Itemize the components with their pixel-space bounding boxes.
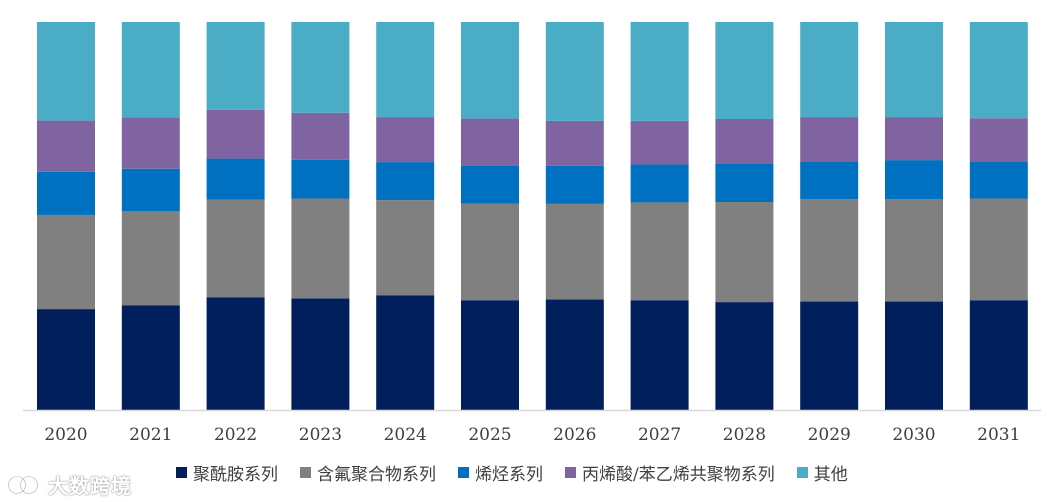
bar-segment-2022-series-4 xyxy=(206,22,265,110)
bar-segment-2031-series-0 xyxy=(969,300,1028,410)
bar-segment-2028-series-1 xyxy=(715,202,774,303)
bar-segment-2025-series-1 xyxy=(461,203,519,301)
legend-label-4: 其他 xyxy=(813,464,848,485)
bar-segment-2026-series-3 xyxy=(545,120,604,166)
legend-swatch-3 xyxy=(565,466,576,478)
legend-swatch-4 xyxy=(796,466,808,478)
x-tick-label-2025: 2025 xyxy=(468,425,511,445)
bar-segment-2029-series-1 xyxy=(800,199,859,302)
bar-segment-2022-series-0 xyxy=(206,297,265,410)
legend-swatch-2 xyxy=(458,466,469,478)
bar-segment-2020-series-1 xyxy=(37,214,95,310)
bar-segment-2029-series-3 xyxy=(800,117,859,162)
legend-label-1: 含氟聚合物系列 xyxy=(317,464,436,485)
bar-segment-2024-series-0 xyxy=(376,295,435,410)
legend-swatch-1 xyxy=(300,466,311,478)
bar-segment-2028-series-2 xyxy=(715,164,774,202)
bars-group xyxy=(37,22,1028,410)
bar-segment-2022-series-1 xyxy=(206,199,265,298)
x-tick-label-2029: 2029 xyxy=(808,425,851,445)
bar-segment-2026-series-2 xyxy=(545,165,604,204)
bar-segment-2025-series-0 xyxy=(461,300,519,410)
bar-segment-2028-series-4 xyxy=(715,22,774,119)
bar-segment-2021-series-1 xyxy=(121,211,180,306)
bar-segment-2028-series-0 xyxy=(715,302,774,410)
bar-segment-2023-series-2 xyxy=(291,159,350,199)
bar-segment-2023-series-4 xyxy=(291,22,350,113)
x-tick-label-2027: 2027 xyxy=(638,425,681,445)
x-tick-label-2030: 2030 xyxy=(892,425,935,445)
bar-segment-2029-series-4 xyxy=(800,22,859,118)
bar-segment-2022-series-3 xyxy=(206,109,265,159)
bar-segment-2030-series-2 xyxy=(885,160,943,200)
x-tick-label-2031: 2031 xyxy=(977,425,1020,445)
bar-segment-2031-series-4 xyxy=(969,22,1028,119)
bar-segment-2027-series-4 xyxy=(630,22,689,121)
bar-segment-2029-series-0 xyxy=(800,301,859,410)
bar-segment-2027-series-3 xyxy=(630,120,689,165)
bar-segment-2025-series-3 xyxy=(461,118,519,166)
bar-segment-2024-series-3 xyxy=(376,117,435,163)
bar-segment-2023-series-0 xyxy=(291,298,350,410)
bar-segment-2023-series-3 xyxy=(291,112,350,160)
watermark-logo-icon xyxy=(8,475,38,494)
legend-item-3: 丙烯酸/苯乙烯共聚物系列 xyxy=(565,460,775,485)
x-tick-label-2021: 2021 xyxy=(129,425,172,445)
bar-segment-2026-series-4 xyxy=(545,22,604,121)
x-tick-label-2023: 2023 xyxy=(299,425,342,445)
x-tick-label-2020: 2020 xyxy=(44,425,87,445)
legend-item-4: 其他 xyxy=(796,460,848,485)
bar-segment-2027-series-2 xyxy=(630,164,689,203)
bar-segment-2021-series-4 xyxy=(121,22,180,118)
bar-segment-2026-series-1 xyxy=(545,204,604,300)
bar-segment-2020-series-3 xyxy=(37,120,95,172)
legend-swatch-0 xyxy=(176,466,187,478)
legend-label-3: 丙烯酸/苯乙烯共聚物系列 xyxy=(582,464,775,485)
legend-item-1: 含氟聚合物系列 xyxy=(300,460,436,485)
bar-segment-2030-series-4 xyxy=(885,22,943,118)
watermark-text: 大数跨境 xyxy=(48,474,132,498)
bar-segment-2024-series-1 xyxy=(376,200,435,296)
bar-segment-2030-series-3 xyxy=(885,117,943,161)
bar-segment-2024-series-2 xyxy=(376,162,435,201)
watermark: 大数跨境 xyxy=(8,470,132,499)
bar-segment-2030-series-1 xyxy=(885,199,943,302)
x-tick-label-2026: 2026 xyxy=(553,425,596,445)
x-tick-label-2028: 2028 xyxy=(723,425,766,445)
bar-segment-2023-series-1 xyxy=(291,198,350,299)
bar-segment-2020-series-2 xyxy=(37,171,95,215)
x-tick-label-2022: 2022 xyxy=(214,425,257,445)
bar-segment-2020-series-0 xyxy=(37,309,95,410)
legend-item-2: 烯烃系列 xyxy=(458,460,543,485)
bar-segment-2022-series-2 xyxy=(206,158,265,200)
bar-segment-2025-series-2 xyxy=(461,165,519,204)
bar-segment-2021-series-0 xyxy=(121,305,180,410)
x-tick-label-2024: 2024 xyxy=(384,425,427,445)
legend-item-0: 聚酰胺系列 xyxy=(176,460,278,485)
bar-segment-2025-series-4 xyxy=(461,22,519,119)
x-tick-labels: 2020 2021 2022 2023 2024 2025 2026 2027 2028 2029… xyxy=(44,425,1020,445)
bar-segment-2026-series-0 xyxy=(545,299,604,410)
bar-segment-2031-series-3 xyxy=(969,118,1028,162)
bar-segment-2020-series-4 xyxy=(37,22,95,121)
bar-segment-2029-series-2 xyxy=(800,161,859,200)
bar-segment-2027-series-1 xyxy=(630,202,689,301)
bar-segment-2027-series-0 xyxy=(630,300,689,410)
legend: 聚酰胺系列 含氟聚合物系列 烯烃系列 丙烯酸/苯乙烯共聚物系列 其他 xyxy=(176,459,870,485)
bar-segment-2021-series-3 xyxy=(121,117,180,169)
bar-segment-2021-series-2 xyxy=(121,168,180,211)
bar-segment-2030-series-0 xyxy=(885,301,943,410)
bar-segment-2031-series-1 xyxy=(969,198,1028,301)
bar-segment-2028-series-3 xyxy=(715,119,774,164)
bar-segment-2024-series-4 xyxy=(376,22,435,118)
bar-segment-2031-series-2 xyxy=(969,161,1028,199)
legend-label-2: 烯烃系列 xyxy=(475,464,543,485)
legend-label-0: 聚酰胺系列 xyxy=(193,464,278,485)
